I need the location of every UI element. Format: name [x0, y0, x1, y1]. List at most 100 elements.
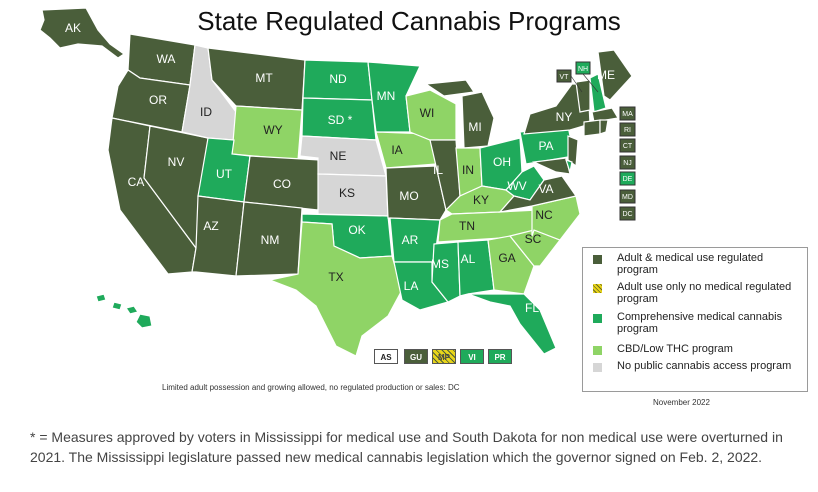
state-nh	[589, 73, 607, 113]
state-mo	[385, 165, 447, 221]
label-wa: WA	[157, 52, 176, 66]
label-tx: TX	[328, 270, 343, 284]
state-ct	[583, 119, 601, 137]
legend-swatch	[593, 314, 602, 323]
label-ms: MS	[431, 257, 449, 271]
state-ri	[599, 119, 609, 135]
label-fl: FL	[525, 301, 539, 315]
label-ct: CT	[623, 143, 633, 150]
callout-md	[619, 189, 636, 204]
state-hi	[95, 293, 153, 329]
label-la: LA	[404, 279, 419, 293]
label-id: ID	[200, 105, 212, 119]
label-al: AL	[461, 252, 476, 266]
us-map: AK WA OR CA NV ID MT WY UT CO AZ NM ND S…	[39, 7, 636, 357]
callout-ct	[619, 138, 636, 153]
label-sc: SC	[525, 232, 542, 246]
label-ne: NE	[330, 149, 347, 163]
state-nj	[567, 135, 579, 168]
label-ny: NY	[556, 110, 573, 124]
legend-item-cbd: CBD/Low THC program	[593, 343, 797, 355]
legend-item-adult: Adult & medical use regulated program	[593, 252, 797, 276]
legend-item-comprehensive: Comprehensive medical cannabis program	[593, 311, 797, 335]
territory-gu: GU	[404, 349, 428, 364]
state-me	[597, 49, 633, 101]
footnote: * = Measures approved by voters in Missi…	[30, 429, 783, 465]
territory-vi: VI	[460, 349, 484, 364]
label-nd: ND	[329, 72, 347, 86]
label-in: IN	[462, 163, 474, 177]
state-ga	[487, 235, 535, 295]
label-nj: NJ	[623, 160, 632, 167]
state-labels: AK WA OR CA NV ID MT WY UT CO AZ NM ND S…	[65, 21, 615, 315]
label-me: ME	[597, 68, 615, 82]
territory-as: AS	[374, 349, 398, 364]
label-wy: WY	[263, 123, 282, 137]
callout-ri	[619, 122, 636, 137]
label-mi: MI	[468, 120, 481, 134]
state-de	[565, 159, 573, 175]
dc-note: Limited adult possession and growing all…	[162, 383, 460, 392]
legend-swatch	[593, 346, 602, 355]
callout-dc	[619, 206, 636, 221]
state-mi	[424, 79, 495, 149]
state-sc	[508, 229, 561, 267]
state-tx	[267, 221, 403, 357]
label-or: OR	[149, 93, 167, 107]
label-sd: SD *	[328, 113, 353, 127]
label-ca: CA	[128, 175, 145, 189]
label-nc: NC	[535, 208, 553, 222]
label-nh: NH	[578, 66, 588, 73]
date-label: November 2022	[653, 398, 710, 407]
state-az	[191, 195, 245, 277]
legend: Adult & medical use regulated program Ad…	[582, 247, 808, 392]
label-pa: PA	[538, 139, 553, 153]
callout-de	[619, 171, 636, 186]
state-fl	[467, 293, 557, 355]
legend-label: Adult use only no medical regulated prog…	[617, 281, 792, 305]
label-nm: NM	[261, 233, 280, 247]
label-de: DE	[623, 176, 633, 183]
state-al	[457, 239, 495, 297]
label-mt: MT	[255, 71, 273, 85]
label-vt: VT	[560, 74, 570, 81]
label-tn: TN	[459, 219, 475, 233]
label-az: AZ	[203, 219, 218, 233]
label-ok: OK	[348, 223, 365, 237]
label-il: IL	[433, 163, 443, 177]
legend-item-none: No public cannabis access program	[593, 360, 797, 372]
page-title: State Regulated Cannabis Programs	[197, 6, 621, 36]
legend-label: Adult & medical use regulated program	[617, 252, 764, 276]
legend-swatch	[593, 255, 602, 264]
label-nv: NV	[168, 155, 185, 169]
small-state-callouts: VT NH MA RI CT NJ DE MD DC	[556, 61, 636, 221]
label-co: CO	[273, 177, 291, 191]
label-md: MD	[622, 194, 633, 201]
legend-item-adult-only: Adult use only no medical regulated prog…	[593, 281, 797, 305]
callout-nj	[619, 155, 636, 170]
callout-ma	[619, 106, 636, 121]
label-hi: HI	[140, 291, 152, 305]
label-ga: GA	[498, 251, 515, 265]
label-va: VA	[538, 182, 553, 196]
label-mo: MO	[399, 189, 418, 203]
label-ut: UT	[216, 167, 233, 181]
territory-mp: MP	[432, 349, 456, 364]
label-dc: DC	[622, 211, 632, 218]
label-ks: KS	[339, 186, 355, 200]
label-mn: MN	[377, 89, 396, 103]
state-md	[531, 157, 571, 175]
state-va	[498, 175, 578, 213]
label-ky: KY	[473, 193, 489, 207]
label-ar: AR	[402, 233, 419, 247]
legend-label: Comprehensive medical cannabis program	[617, 311, 783, 335]
legend-swatch	[593, 363, 602, 372]
legend-label: No public cannabis access program	[617, 360, 792, 372]
state-ma	[591, 107, 619, 123]
state-ms	[431, 241, 461, 303]
label-ri: RI	[624, 127, 631, 134]
state-ak	[39, 7, 126, 59]
label-oh: OH	[493, 155, 511, 169]
label-wv: WV	[507, 179, 526, 193]
legend-label: CBD/Low THC program	[617, 343, 733, 355]
